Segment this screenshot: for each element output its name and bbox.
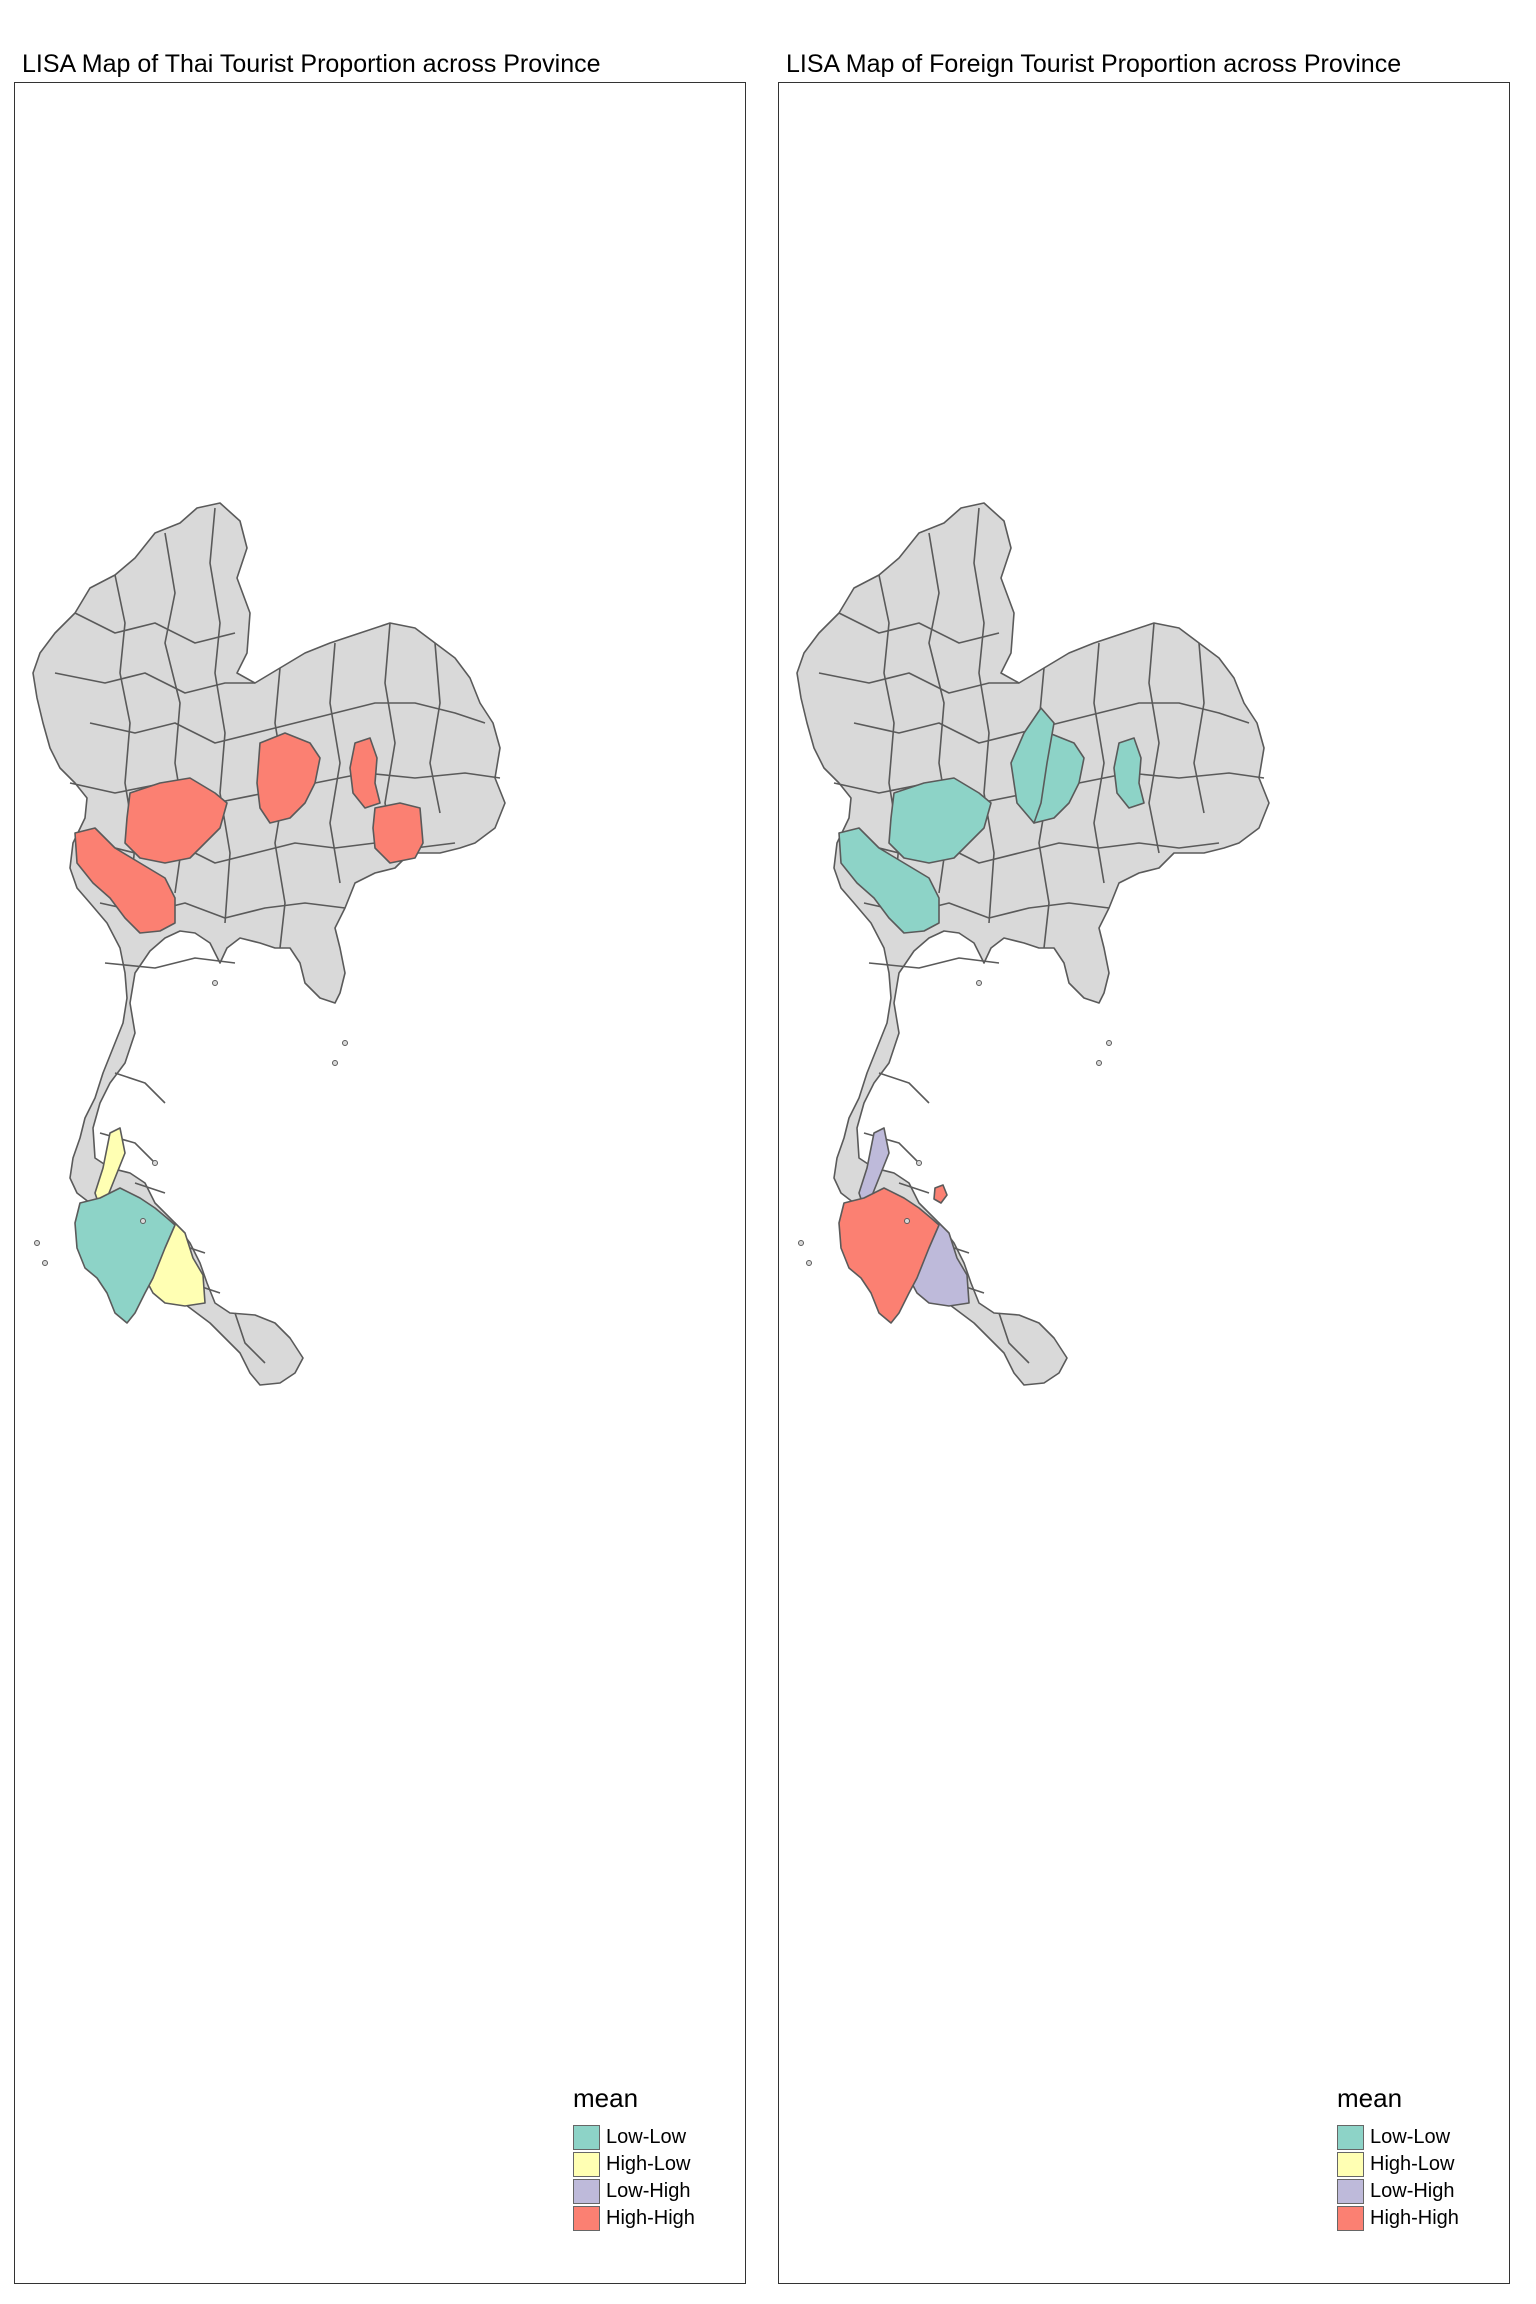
province-border <box>998 1312 1030 1364</box>
legend-label: High-High <box>606 2207 695 2229</box>
province-border <box>973 507 995 924</box>
legend-swatch <box>573 2125 600 2150</box>
legend-swatch <box>573 2206 600 2231</box>
province-north-central-2 <box>1010 707 1055 824</box>
island <box>1096 1060 1102 1066</box>
island <box>806 1260 812 1266</box>
legend-swatch <box>573 2179 600 2204</box>
island <box>140 1218 146 1224</box>
province-border <box>818 672 1019 694</box>
country-outline <box>32 502 506 1386</box>
legend-item-high-high: High-High <box>1337 2205 1459 2232</box>
legend-item-high-low: High-Low <box>1337 2151 1459 2178</box>
province-west <box>838 827 940 934</box>
province-border <box>868 957 1000 969</box>
legend-label: Low-High <box>1370 2180 1455 2202</box>
province-northeast-1 <box>349 737 381 809</box>
province-western-north <box>888 777 992 864</box>
map-panel-right: mean Low-Low High-Low Low-High High-High <box>778 82 1510 2284</box>
map-layer-right <box>796 502 1270 1386</box>
legend-title-right: mean <box>1337 2083 1403 2113</box>
province-northeast-2 <box>372 802 424 864</box>
legend-label: High-Low <box>606 2153 691 2175</box>
map-title-left: LISA Map of Thai Tourist Proportion acro… <box>22 50 601 78</box>
legend-swatch <box>573 2152 600 2177</box>
island <box>798 1240 804 1246</box>
island <box>212 980 218 986</box>
province-border <box>89 702 486 744</box>
province-border <box>1193 642 1205 814</box>
province-northeast-1 <box>1113 737 1145 809</box>
province-south-west-cluster <box>74 1187 176 1324</box>
province-border <box>838 612 1000 644</box>
map-title-right: LISA Map of Foreign Tourist Proportion a… <box>786 50 1402 78</box>
legend-item-low-low: Low-Low <box>1337 2124 1459 2151</box>
province-border <box>54 672 255 694</box>
province-border <box>898 1182 930 1194</box>
legend-swatch <box>1337 2125 1364 2150</box>
island <box>916 1160 922 1166</box>
province-border <box>104 957 236 969</box>
island <box>34 1240 40 1246</box>
legend-swatch <box>1337 2206 1364 2231</box>
island <box>332 1060 338 1066</box>
province-border <box>878 1072 930 1104</box>
province-west <box>74 827 176 934</box>
province-south-island <box>933 1184 948 1204</box>
province-border <box>114 1072 166 1104</box>
legend-swatch <box>1337 2152 1364 2177</box>
legend-label: Low-Low <box>606 2126 687 2148</box>
island <box>1106 1040 1112 1046</box>
legend-item-low-high: Low-High <box>1337 2178 1459 2205</box>
island <box>42 1260 48 1266</box>
legend-label: High-High <box>1370 2207 1459 2229</box>
island <box>904 1218 910 1224</box>
country-outline <box>796 502 1270 1386</box>
province-south-west-cluster <box>838 1187 940 1324</box>
province-border <box>209 507 231 924</box>
legend-right: mean Low-Low High-Low Low-High High-High <box>1337 2083 1459 2232</box>
island <box>152 1160 158 1166</box>
legend-item-high-low: High-Low <box>573 2151 695 2178</box>
province-western-north <box>124 777 228 864</box>
province-border <box>234 1312 266 1364</box>
legend-label: Low-Low <box>1370 2126 1451 2148</box>
island <box>342 1040 348 1046</box>
province-border <box>1148 622 1160 854</box>
province-central-north <box>256 732 321 824</box>
province-border <box>853 702 1250 744</box>
legend-item-low-high: Low-High <box>573 2178 695 2205</box>
province-border <box>329 642 341 884</box>
map-panel-left: mean Low-Low High-Low Low-High High-High <box>14 82 746 2284</box>
thailand-map-right <box>796 502 1270 1386</box>
province-border <box>429 642 441 814</box>
island <box>976 980 982 986</box>
legend-label: High-Low <box>1370 2153 1455 2175</box>
map-layer-left <box>32 502 506 1386</box>
thailand-map-left <box>32 502 506 1386</box>
legend-swatch <box>1337 2179 1364 2204</box>
legend-title-left: mean <box>573 2083 639 2113</box>
province-border <box>134 1182 166 1194</box>
province-border <box>1093 642 1105 884</box>
legend-item-low-low: Low-Low <box>573 2124 695 2151</box>
legend-item-high-high: High-High <box>573 2205 695 2232</box>
legend-left: mean Low-Low High-Low Low-High High-High <box>573 2083 695 2232</box>
province-border <box>74 612 236 644</box>
legend-label: Low-High <box>606 2180 691 2202</box>
